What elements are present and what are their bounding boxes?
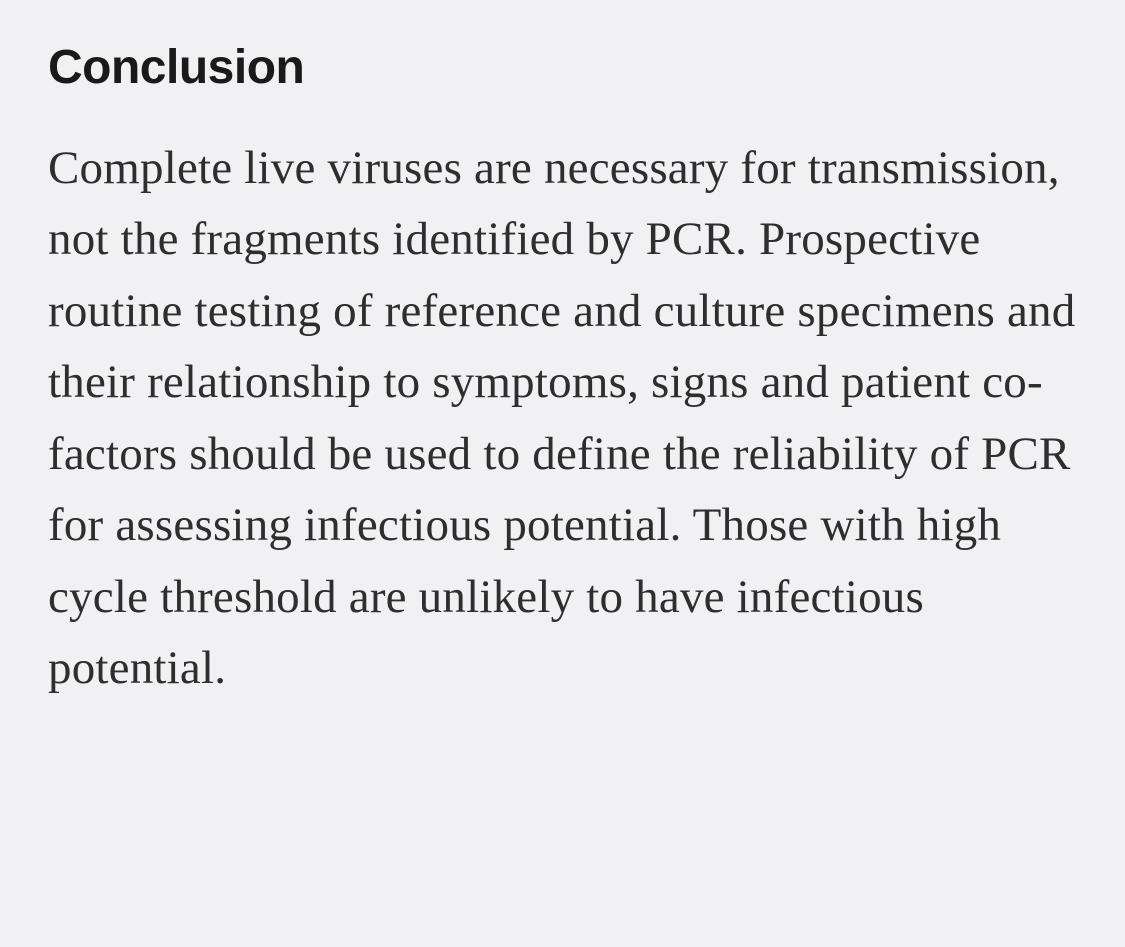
section-heading: Conclusion — [48, 40, 1077, 95]
section-body-text: Complete live viruses are necessary for … — [48, 133, 1077, 705]
